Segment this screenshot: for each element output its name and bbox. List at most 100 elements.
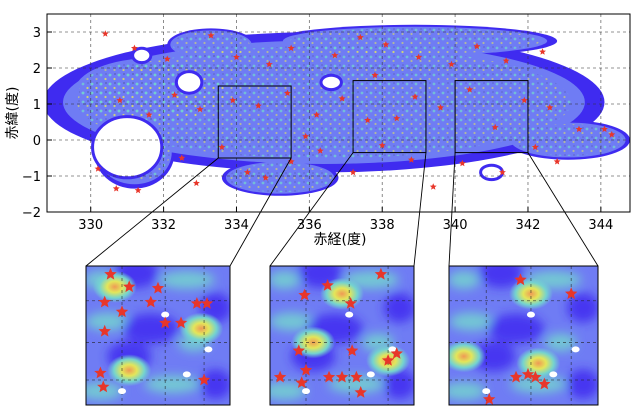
- inset-hole: [549, 371, 558, 378]
- y-tick-label: −2: [22, 206, 41, 221]
- zoom-connectors: [85, 152, 599, 267]
- inset-star-marker: [529, 370, 542, 383]
- density-footprint: [47, 24, 630, 196]
- inset-hotspot: [508, 277, 553, 310]
- inset-star-marker: [299, 363, 313, 376]
- inset-blob: [544, 333, 577, 352]
- star-marker: [466, 86, 474, 93]
- connector-line: [527, 152, 599, 267]
- star-marker: [207, 32, 215, 39]
- star-marker: [229, 96, 237, 104]
- insets: [85, 265, 599, 406]
- inset-star-marker: [390, 347, 403, 359]
- connector-line: [229, 157, 292, 267]
- zoom-box-3: [454, 80, 529, 154]
- star-marker: [601, 125, 608, 133]
- star-marker: [262, 174, 269, 181]
- inset-blob: [449, 270, 480, 289]
- star-marker: [608, 131, 616, 138]
- inset-1-frame: [85, 265, 231, 406]
- star-marker: [284, 89, 291, 97]
- star-marker: [316, 147, 324, 154]
- footprint-hole: [174, 70, 204, 95]
- inset-star-marker: [190, 297, 204, 309]
- star-marker: [553, 158, 561, 165]
- y-tick-label: −1: [22, 170, 41, 185]
- inset-blob: [383, 292, 414, 323]
- inset-hole: [204, 346, 213, 353]
- inset-blob: [488, 313, 545, 344]
- star-marker: [218, 143, 226, 151]
- inset-star-marker: [350, 370, 363, 383]
- footprint-texture: [513, 124, 623, 156]
- zoom-box-2: [352, 80, 427, 154]
- inset-star-marker: [200, 297, 214, 309]
- inset-star-marker: [344, 297, 357, 309]
- inset-star-marker: [104, 267, 117, 280]
- star-marker: [101, 30, 109, 37]
- inset-hole: [388, 346, 397, 353]
- x-axis-ticks: 330 332 334 336 338 340 342 344: [78, 207, 613, 233]
- star-marker: [244, 168, 251, 176]
- inset-hotspot: [107, 354, 152, 387]
- star-marker: [112, 185, 120, 192]
- star-marker: [331, 51, 339, 59]
- star-markers: [94, 30, 616, 194]
- star-marker: [94, 165, 102, 172]
- x-tick-label: 336: [297, 218, 322, 233]
- inset-hole: [526, 311, 535, 318]
- star-marker: [254, 102, 262, 109]
- inset-star-marker: [123, 280, 136, 293]
- star-marker: [302, 132, 310, 140]
- inset-blob: [270, 382, 307, 401]
- inset-hole: [345, 311, 354, 318]
- y-tick-label: 1: [33, 98, 41, 113]
- axes-frame: [46, 13, 631, 213]
- x-tick-label: 332: [151, 218, 176, 233]
- inset-star-marker: [292, 344, 305, 356]
- star-marker: [382, 41, 390, 48]
- y-axis-label: 赤緯(度): [5, 87, 21, 140]
- inset-3: [449, 266, 598, 405]
- inset-star-marker: [151, 281, 165, 294]
- inset-star-marker: [514, 273, 527, 286]
- star-marker: [473, 42, 481, 50]
- inset-star-marker: [197, 373, 211, 386]
- x-tick-label: 340: [443, 218, 468, 233]
- star-marker: [287, 158, 295, 165]
- inset-star-marker: [295, 376, 308, 388]
- inset-star-marker: [115, 305, 129, 318]
- star-marker: [313, 111, 321, 118]
- footprint-hole: [91, 115, 164, 180]
- inset-star-marker: [321, 279, 334, 291]
- star-marker: [233, 53, 240, 61]
- inset-star-marker: [159, 316, 172, 329]
- inset-hotspot: [179, 312, 224, 345]
- footprint-hole: [319, 73, 343, 92]
- inset-blob: [567, 369, 598, 400]
- inset-blob: [479, 266, 524, 288]
- inset-blob: [199, 369, 230, 400]
- star-marker: [145, 111, 153, 118]
- star-marker: [408, 156, 415, 163]
- star-marker: [437, 104, 444, 111]
- footprint-hole: [479, 163, 504, 182]
- star-marker: [520, 96, 528, 104]
- inset-star-marker: [565, 287, 578, 300]
- inset-star-marker: [335, 370, 349, 383]
- inset-star-marker: [98, 324, 111, 337]
- connector-line: [448, 152, 456, 267]
- footprint-texture: [172, 31, 250, 58]
- x-tick-label: 338: [370, 218, 395, 233]
- star-marker: [364, 116, 372, 124]
- star-marker: [116, 96, 124, 104]
- star-marker: [287, 44, 295, 52]
- inset-blob: [86, 312, 130, 331]
- x-tick-label: 330: [78, 218, 103, 233]
- inset-star-marker: [298, 288, 311, 301]
- inset-blob: [567, 292, 598, 323]
- star-marker: [499, 168, 506, 176]
- inset-2-frame: [269, 265, 415, 406]
- inset-star-marker: [354, 386, 367, 398]
